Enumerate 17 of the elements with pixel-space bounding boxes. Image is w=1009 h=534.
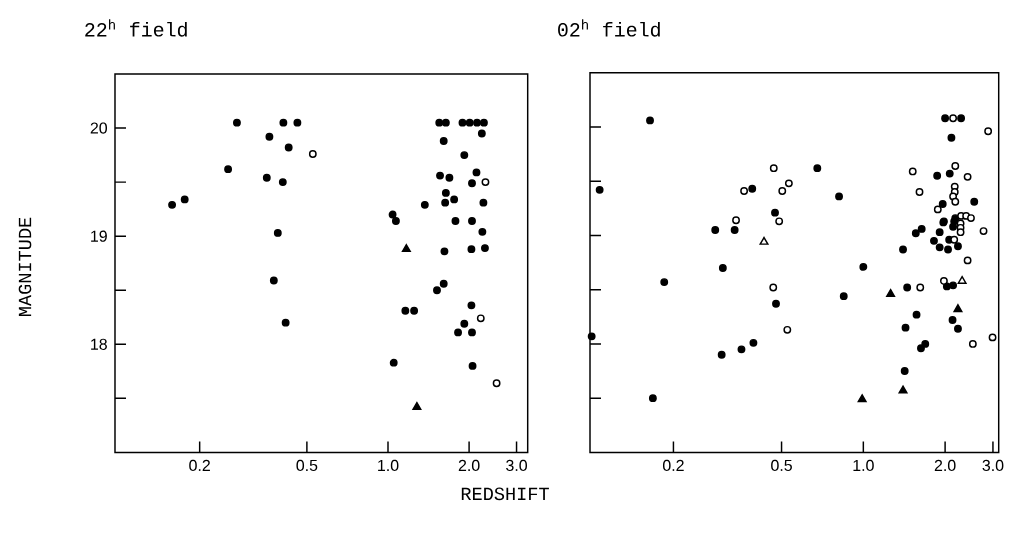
x-tick-label: 3.0 <box>506 459 528 472</box>
x-tick-label: 0.5 <box>771 459 792 472</box>
x-tick-label: 1.0 <box>853 459 874 472</box>
y-tick-label: 18 <box>91 338 107 350</box>
x-axis-title: REDSHIFT <box>461 487 549 501</box>
y-tick-label: 19 <box>91 230 107 242</box>
x-tick-label: 1.0 <box>378 459 399 472</box>
x-tick-label: 2.0 <box>458 459 480 472</box>
chart-title: 22$^{h}$ field <box>85 19 187 37</box>
y-axis-title: MAGNITUDE <box>18 217 32 317</box>
x-tick-label: 0.2 <box>662 459 684 472</box>
x-tick-label: 3.0 <box>982 459 1004 472</box>
x-tick-label: 0.5 <box>296 459 318 472</box>
chart-title: 02$^{h}$ field <box>558 19 660 37</box>
y-tick-label: 20 <box>90 122 108 134</box>
x-tick-label: 2.0 <box>934 459 956 472</box>
x-tick-label: 0.2 <box>189 459 210 472</box>
